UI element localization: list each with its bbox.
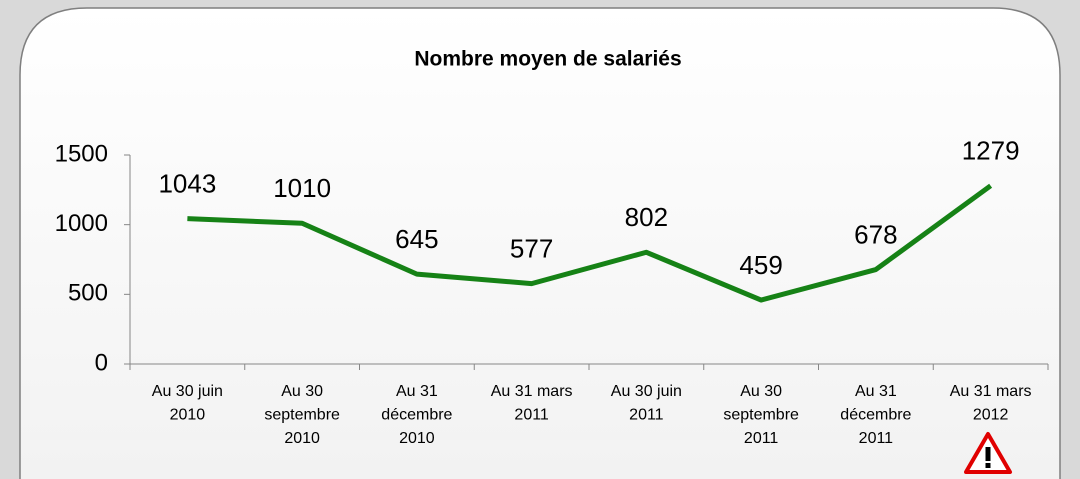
data-label: 1043 bbox=[158, 169, 216, 199]
panel bbox=[19, 7, 1061, 479]
data-label: 645 bbox=[395, 224, 438, 254]
data-label: 1010 bbox=[273, 173, 331, 203]
line bbox=[187, 183, 993, 303]
data-label: 459 bbox=[739, 250, 782, 280]
x-tick-label: Au 31 décembre 2010 bbox=[381, 383, 452, 447]
x-tick-label: Au 30 juin 2010 bbox=[152, 383, 223, 424]
x-tick-label: Au 30 septembre 2010 bbox=[264, 383, 340, 447]
x-tick-label: Au 31 décembre 2011 bbox=[840, 383, 911, 447]
warning-icon bbox=[964, 432, 1012, 474]
data-label: 577 bbox=[510, 233, 553, 263]
x-tick-label: Au 30 septembre 2011 bbox=[723, 383, 799, 447]
y-tick-label: 500 bbox=[68, 280, 108, 307]
data-label: 678 bbox=[854, 219, 897, 249]
y-tick-label: 0 bbox=[95, 349, 108, 376]
x-tick-label: Au 31 mars 2012 bbox=[950, 383, 1032, 424]
y-tick-label: 1500 bbox=[55, 140, 108, 167]
x-tick-label: Au 31 mars 2011 bbox=[491, 383, 573, 424]
data-label: 1279 bbox=[962, 136, 1020, 166]
y-tick-label: 1000 bbox=[55, 210, 108, 237]
chart-title: Nombre moyen de salariés bbox=[414, 48, 681, 71]
data-label: 802 bbox=[625, 202, 668, 232]
x-tick-label: Au 30 juin 2011 bbox=[611, 383, 682, 424]
